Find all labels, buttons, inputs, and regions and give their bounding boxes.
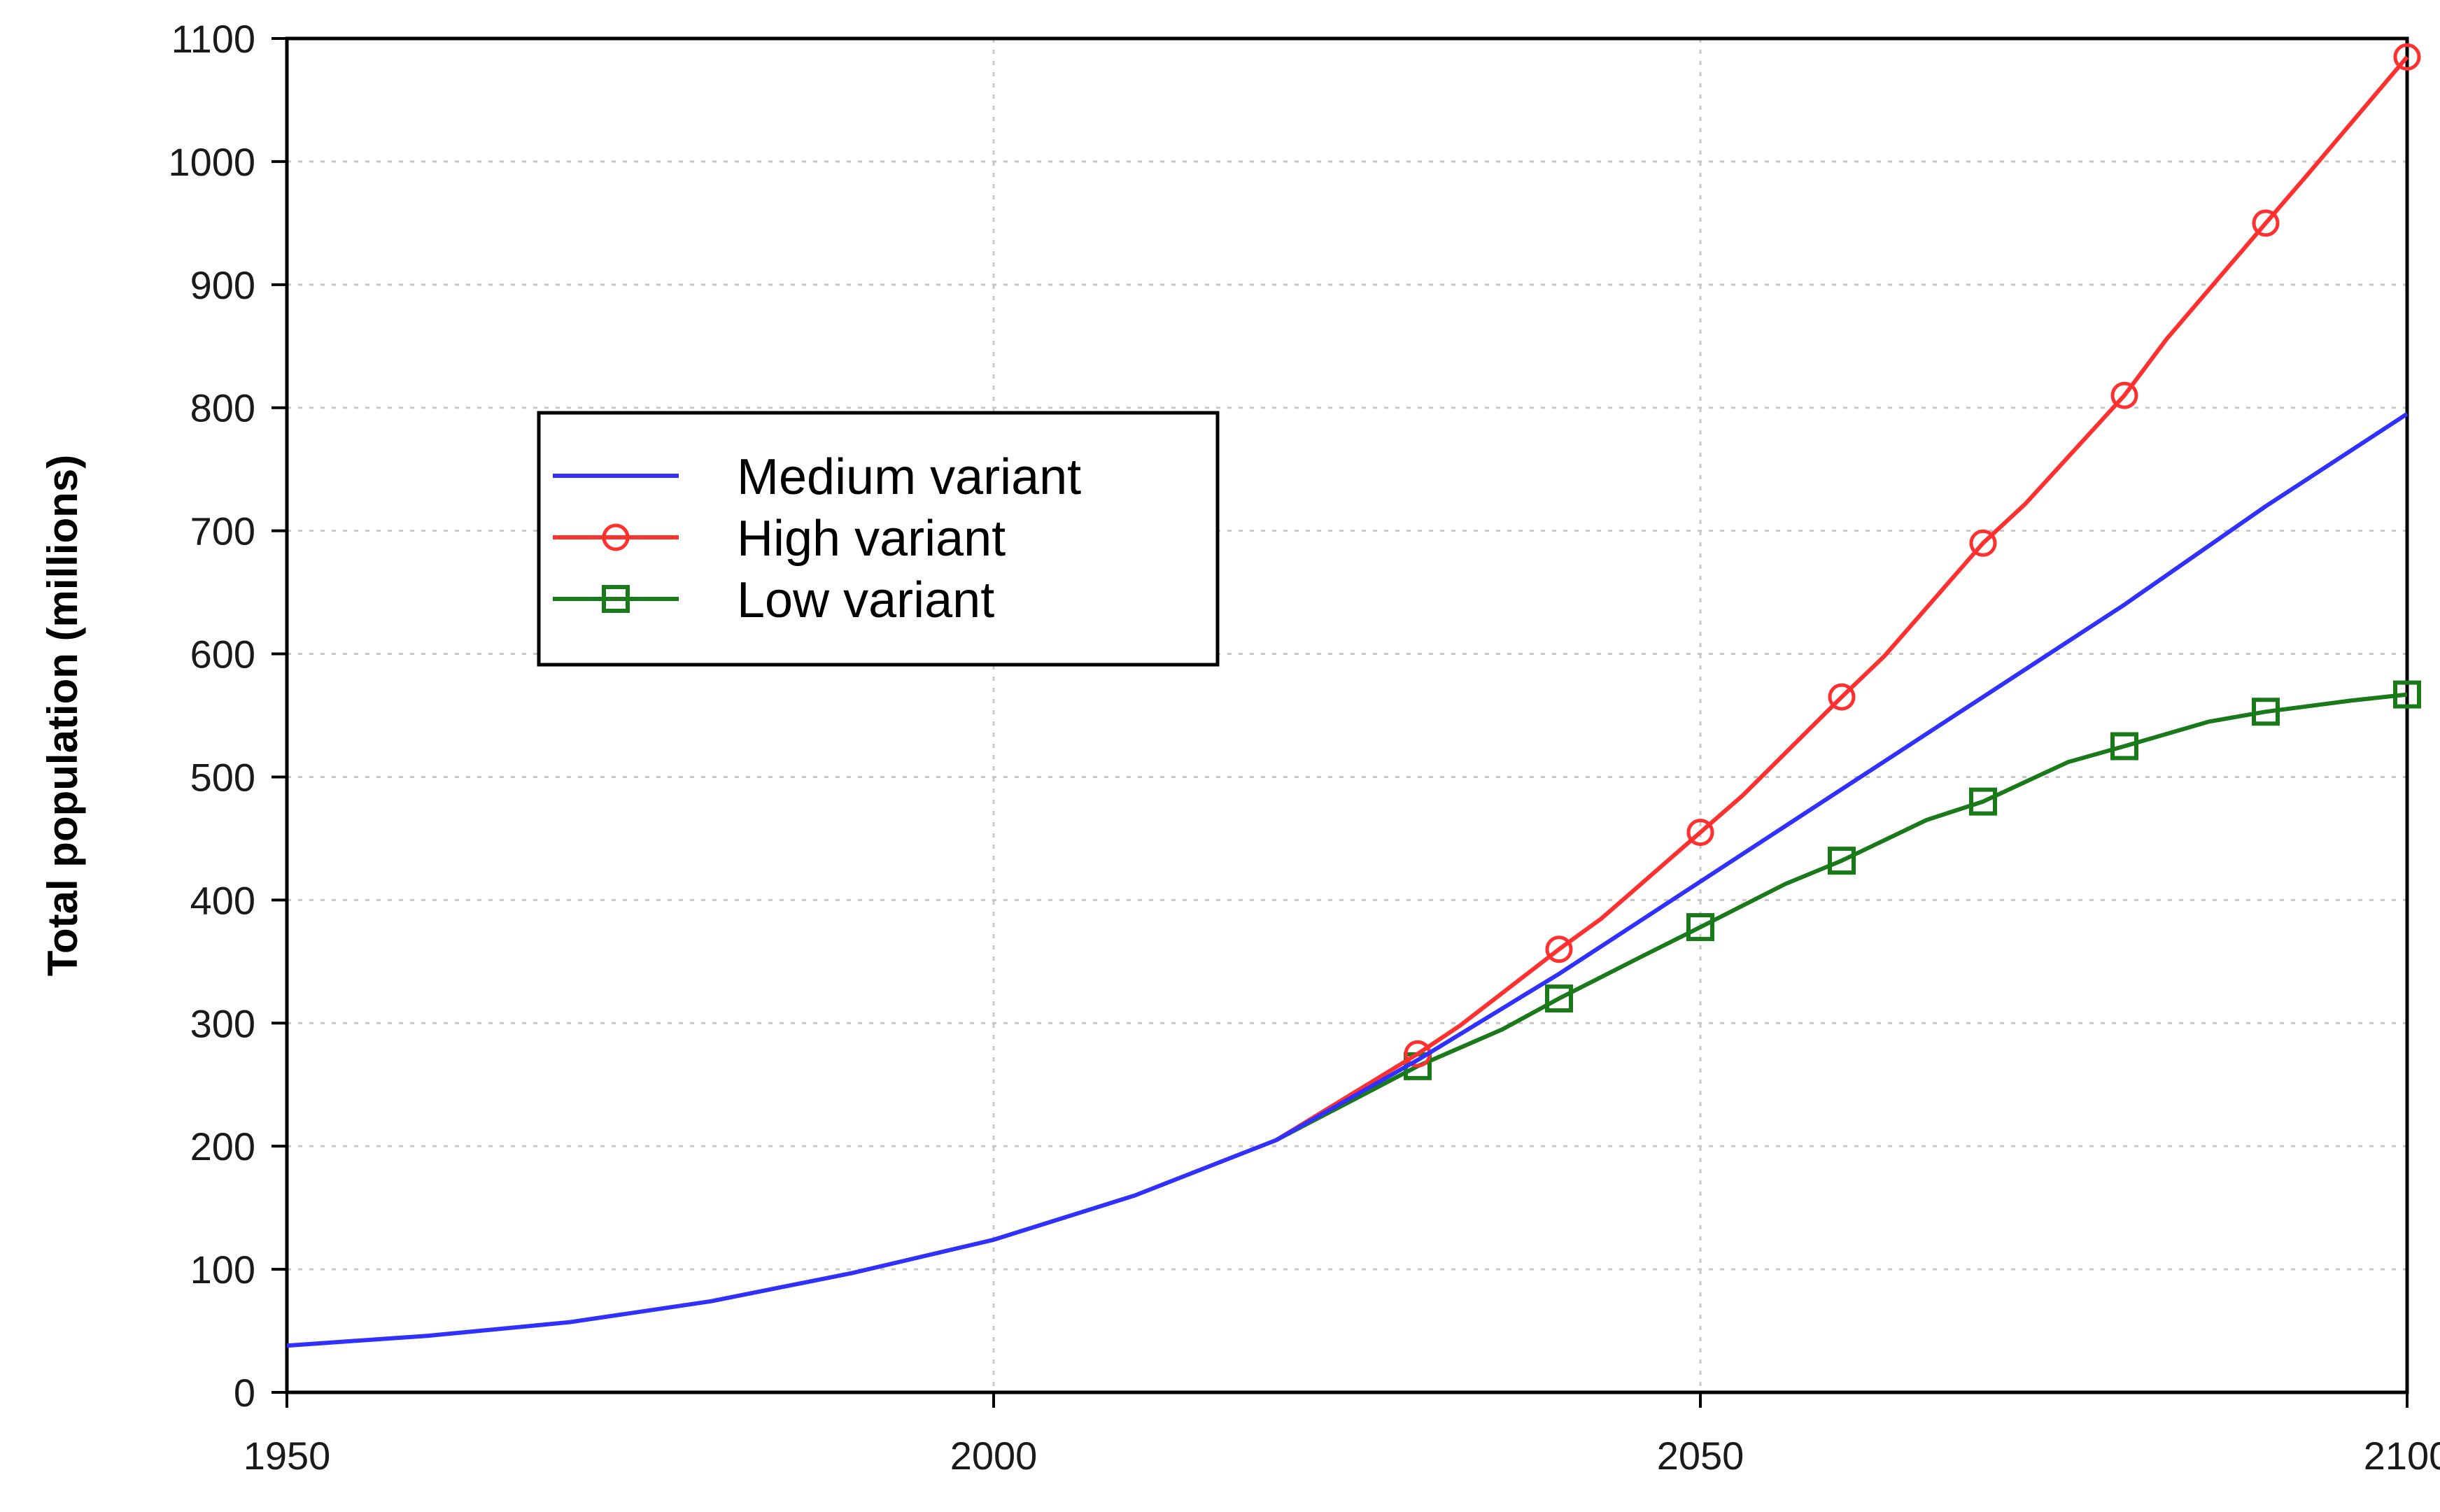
y-axis-title: Total population (millions) [39, 455, 86, 976]
data-point-marker [1686, 819, 1714, 847]
y-tick-label: 1000 [168, 140, 255, 184]
y-tick-label: 300 [190, 1001, 255, 1045]
data-point-marker [1828, 847, 1856, 875]
x-tick-label: 2050 [1657, 1434, 1744, 1478]
data-point-marker [1545, 935, 1573, 963]
data-point-marker [2110, 381, 2138, 409]
data-point-marker [2393, 680, 2421, 709]
data-point-marker [2252, 209, 2280, 237]
series-low-variant [1275, 680, 2421, 1143]
data-point-marker [1545, 984, 1573, 1013]
y-tick-label: 800 [190, 386, 255, 430]
legend-swatch-marker [602, 585, 630, 613]
y-tick-label: 200 [190, 1124, 255, 1168]
y-tick-label: 600 [190, 633, 255, 677]
data-point-marker [1969, 529, 1997, 557]
y-tick-label: 500 [190, 755, 255, 799]
x-tick-label: 1950 [244, 1434, 331, 1478]
series-line [286, 411, 2409, 1348]
legend-label: Medium variant [737, 449, 1081, 505]
legend-label: High variant [737, 511, 1006, 567]
legend-item: High variant [553, 511, 1006, 567]
legend-item: Medium variant [553, 449, 1081, 505]
legend-item: Low variant [553, 572, 994, 628]
series-layer [286, 43, 2421, 1348]
legend-label: Low variant [737, 572, 994, 628]
y-tick-label: 900 [190, 263, 255, 307]
y-tick-label: 0 [234, 1371, 255, 1415]
x-tick-label: 2100 [2364, 1434, 2440, 1478]
y-tick-label: 400 [190, 878, 255, 922]
data-point-marker [2110, 732, 2138, 761]
data-point-marker [1828, 683, 1856, 711]
axis-ticks: 1950 2000 2050 2100 0 100 200 300 400 500 600 700 80… [168, 17, 2440, 1478]
y-tick-label: 100 [190, 1248, 255, 1292]
data-point-marker [1686, 913, 1714, 942]
plot-frame [285, 36, 2409, 1394]
y-tick-label: 1100 [171, 17, 255, 61]
series-line [1275, 55, 2409, 1142]
data-point-marker [1969, 787, 1997, 816]
series-high-variant [1275, 43, 2421, 1142]
data-point-marker [2393, 43, 2421, 71]
legend-swatch-marker [602, 523, 630, 551]
x-tick-label: 2000 [950, 1434, 1038, 1478]
data-point-marker [2252, 698, 2280, 726]
series-line [1275, 692, 2408, 1143]
y-tick-label: 700 [190, 509, 255, 553]
series-medium-variant [286, 411, 2409, 1348]
